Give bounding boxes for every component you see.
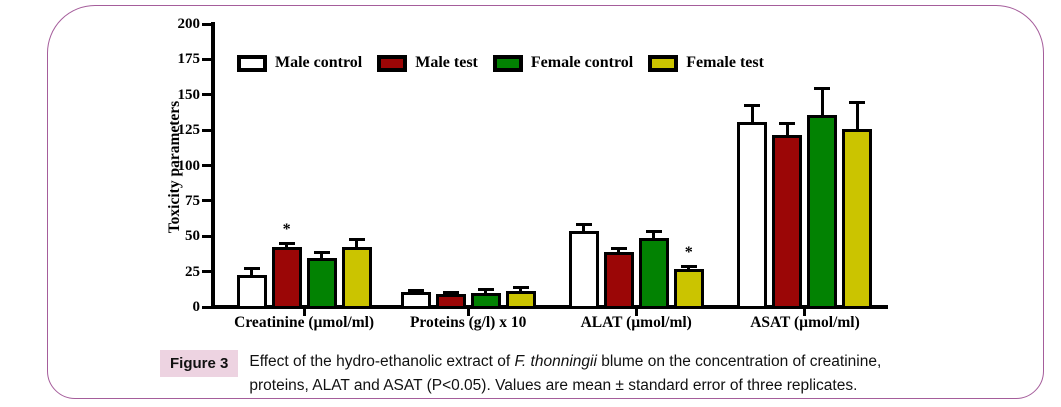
error-bar-cap: [512, 286, 529, 290]
bar-male-control: [236, 275, 267, 309]
caption-species-name: F. thonningii: [514, 353, 597, 370]
legend-swatch-icon: [377, 54, 408, 72]
y-tick-label: 50: [185, 228, 200, 245]
bar-male-test: [603, 252, 634, 309]
x-tick: [634, 309, 638, 316]
error-bar-cap: [477, 287, 494, 291]
y-tick: [202, 57, 211, 61]
error-bar-cap: [779, 122, 796, 126]
panel-border: [47, 5, 1044, 399]
legend-swatch-icon: [237, 54, 267, 72]
error-bar-cap: [680, 265, 697, 269]
error-bar-stem: [582, 222, 586, 235]
error-bar-stem: [617, 246, 621, 256]
bar-female-test: [673, 269, 704, 309]
legend-label: Female control: [530, 54, 634, 71]
y-tick: [202, 270, 211, 274]
x-axis-line: [211, 305, 888, 309]
error-bar-stem: [320, 250, 324, 262]
bar-female-control: [638, 238, 669, 309]
error-bar-cap: [610, 246, 627, 250]
error-bar-cap: [744, 103, 761, 107]
legend-item-male-test: Male test: [377, 54, 478, 72]
error-bar-stem: [785, 122, 789, 138]
error-bar-stem: [250, 266, 254, 279]
legend-swatch-icon: [492, 54, 523, 72]
error-bar-cap: [814, 86, 831, 90]
error-bar-stem: [484, 287, 488, 296]
y-tick: [202, 93, 211, 97]
error-bar-cap: [278, 242, 295, 246]
error-bar-cap: [407, 289, 424, 293]
y-tick: [202, 128, 211, 132]
x-tick: [466, 309, 470, 316]
error-bar-stem: [855, 100, 859, 133]
bar-female-test: [341, 246, 372, 309]
error-bar-stem: [750, 103, 754, 126]
x-category-label: ASAT (µmol/ml): [750, 314, 860, 331]
error-bar-stem: [820, 86, 824, 119]
y-tick-label: 0: [192, 299, 201, 315]
x-category-label: Creatinine (µmol/ml): [234, 314, 375, 331]
x-category-label: ALAT (µmol/ml): [580, 314, 692, 331]
y-axis-line: [211, 22, 215, 309]
error-bar-stem: [285, 242, 289, 250]
y-tick: [202, 234, 211, 238]
legend-label: Male control: [275, 54, 363, 71]
y-tick-label: 150: [177, 86, 201, 103]
x-category-label: Proteins (g/l) x 10: [409, 314, 527, 331]
significance-star: *: [282, 221, 291, 239]
bar-female-test: [842, 129, 873, 309]
bar-male-control: [737, 122, 768, 309]
bar-female-control: [306, 258, 337, 309]
error-bar-cap: [348, 238, 365, 242]
legend-label: Male test: [415, 54, 478, 71]
y-tick: [202, 199, 211, 203]
error-bar-cap: [849, 100, 866, 104]
error-bar-cap: [575, 222, 592, 226]
bar-male-test: [772, 134, 803, 309]
caption-suffix: blume on the concentration of creatinine…: [249, 353, 882, 394]
error-bar-cap: [645, 229, 662, 233]
y-tick: [202, 164, 211, 167]
legend-item-female-test: Female test: [648, 54, 764, 72]
error-bar-stem: [355, 238, 359, 250]
x-tick: [803, 309, 807, 316]
y-tick-label: 75: [185, 192, 200, 209]
significance-star: *: [684, 244, 693, 262]
bar-female-control: [807, 115, 838, 309]
y-tick: [202, 305, 211, 309]
error-bar-cap: [442, 291, 459, 295]
error-bar-stem: [652, 229, 656, 242]
y-tick-label: 100: [177, 157, 201, 174]
figure-caption: Figure 3 Effect of the hydro-ethanolic e…: [160, 350, 930, 398]
y-tick-label: 125: [177, 122, 201, 139]
caption-prefix: Effect of the hydro-ethanolic extract of: [249, 353, 515, 370]
legend-item-female-control: Female control: [492, 54, 634, 72]
chart-legend: Male control Male test Female control Femal…: [237, 54, 764, 72]
y-tick-label: 25: [185, 263, 200, 280]
legend-swatch-icon: [648, 54, 679, 72]
y-tick: [202, 22, 211, 26]
figure-caption-text: Effect of the hydro-ethanolic extract of…: [249, 350, 921, 398]
legend-item-male-control: Male control: [237, 54, 362, 72]
bar-male-control: [568, 231, 599, 309]
figure-number-badge: Figure 3: [160, 350, 239, 377]
error-bar-stem: [687, 265, 691, 273]
y-tick-label: 175: [177, 51, 201, 68]
x-tick: [302, 309, 306, 316]
error-bar-cap: [313, 250, 330, 254]
error-bar-stem: [519, 286, 523, 294]
error-bar-cap: [243, 266, 260, 270]
y-tick-label: 200: [177, 16, 201, 32]
bar-male-test: [271, 246, 302, 309]
legend-label: Female test: [686, 54, 764, 71]
